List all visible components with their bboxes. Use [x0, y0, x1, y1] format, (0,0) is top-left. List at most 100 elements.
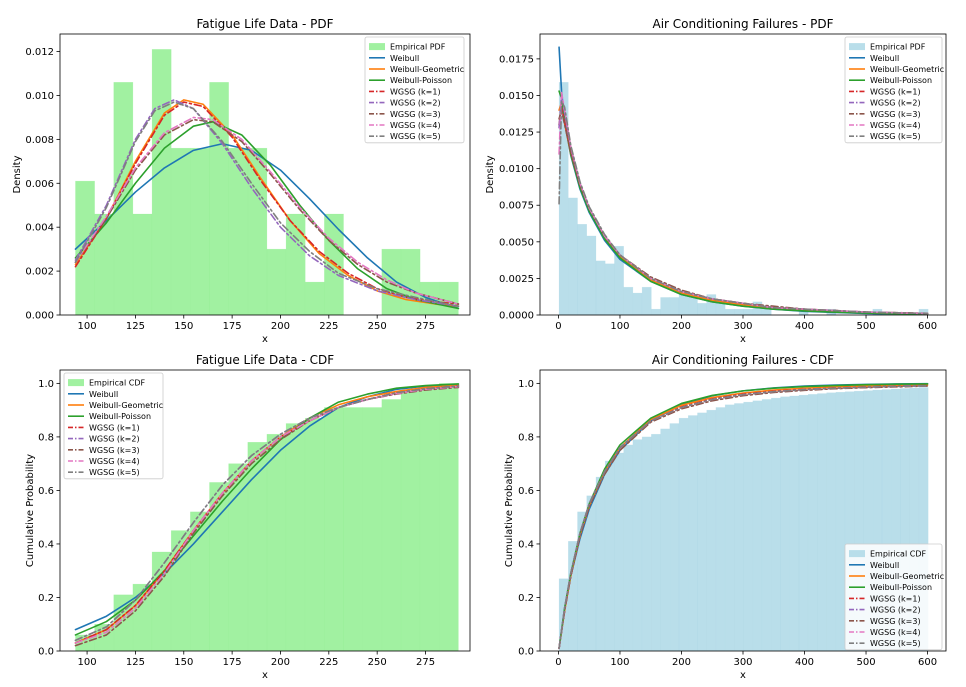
histogram-bar: [918, 387, 929, 651]
legend-label: WGSG (k=4): [870, 121, 921, 130]
histogram-bar: [266, 433, 287, 651]
legend-label: WGSG (k=3): [870, 617, 921, 626]
legend-label: WGSG (k=2): [870, 606, 921, 615]
histogram-bar: [614, 452, 624, 651]
x-tick-label: 250: [368, 657, 387, 668]
subplot-fatigue-pdf: 100 125 150 175 200 225 250 275 0.000 0.002 0.004 0…: [12, 17, 471, 345]
legend-label: Weibull-Geometric: [870, 572, 944, 581]
histogram-bar: [324, 407, 344, 651]
legend-swatch-bars: [369, 43, 385, 51]
legend-label: Weibull: [390, 54, 419, 63]
y-tick-label: 0.4: [38, 539, 54, 550]
legend-label: Empirical CDF: [89, 379, 145, 388]
histogram-bar: [439, 281, 459, 315]
histogram-bar: [697, 412, 707, 651]
series-lines: [74, 99, 460, 310]
legend-label: WGSG (k=3): [390, 110, 441, 119]
x-tick-label: 200: [672, 657, 691, 668]
histogram-bar: [660, 297, 671, 315]
y-tick-label: 0.010: [25, 91, 54, 102]
y-tick-label: 0.0125: [499, 128, 534, 139]
histogram-bar: [807, 394, 818, 651]
x-tick-label: 175: [223, 321, 242, 332]
y-tick-label: 0.0: [38, 647, 54, 658]
bar-group: [75, 383, 459, 651]
x-tick-label: 100: [78, 321, 97, 332]
x-tick-label: 500: [856, 657, 875, 668]
x-tick-label: 225: [319, 657, 338, 668]
y-tick-label: 0.0100: [499, 164, 534, 175]
histogram-bar: [400, 248, 421, 315]
y-tick-label: 0.6: [518, 486, 534, 497]
legend-label: WGSG (k=2): [390, 99, 441, 108]
histogram-bar: [706, 409, 717, 651]
legend-label: Weibull-Poisson: [870, 76, 932, 85]
x-tick-label: 150: [174, 657, 193, 668]
y-tick-label: 0.0000: [499, 311, 534, 322]
histogram-bar: [678, 417, 689, 651]
x-tick-label: 200: [672, 321, 691, 332]
histogram-bar: [632, 292, 643, 315]
histogram-bar: [789, 395, 800, 651]
legend-label: Empirical PDF: [390, 43, 446, 52]
histogram-bar: [697, 303, 707, 315]
histogram-bar: [734, 308, 744, 315]
histogram-bar: [715, 407, 726, 651]
series-line-wgsg-k-4: [74, 385, 460, 644]
x-tick-label: 100: [78, 657, 97, 668]
series-line-wgsg-k-2: [74, 99, 460, 308]
series-line-wgsg-k-4: [74, 116, 460, 305]
chart-title: Air Conditioning Failures - CDF: [652, 353, 834, 367]
histogram-bar: [568, 541, 578, 651]
histogram-bar: [604, 263, 615, 315]
histogram-bar: [641, 286, 652, 315]
histogram-bar: [304, 281, 325, 315]
x-tick-label: 100: [610, 321, 629, 332]
legend: Empirical PDF Weibull Weibull-Geometric Wei…: [844, 36, 944, 144]
legend-label: Weibull-Geometric: [89, 401, 163, 410]
y-tick-label: 0.0: [518, 647, 534, 658]
x-axis-label: x: [262, 334, 268, 345]
x-tick-label: 250: [368, 321, 387, 332]
histogram-bar: [678, 294, 689, 315]
histogram-bar: [798, 394, 809, 651]
legend-box: [844, 543, 943, 651]
x-tick-label: 275: [416, 321, 435, 332]
legend-label: Empirical CDF: [870, 550, 926, 559]
histogram-bar: [669, 297, 680, 315]
legend-label: Weibull-Geometric: [390, 65, 464, 74]
histogram-bar: [266, 248, 287, 315]
series-lines: [558, 46, 929, 315]
histogram-bar: [632, 439, 643, 651]
series-lines: [558, 382, 929, 650]
x-tick-label: 0: [555, 321, 561, 332]
histogram-bar: [641, 436, 652, 651]
y-axis-label: Density: [485, 155, 496, 193]
legend-label: Weibull: [89, 390, 118, 399]
x-tick-label: 600: [918, 321, 937, 332]
x-axis-label: x: [740, 334, 746, 345]
x-tick-label: 175: [223, 657, 242, 668]
legend-label: WGSG (k=4): [89, 457, 140, 466]
series-line-wgsg-k-5: [74, 385, 460, 642]
x-tick-label: 400: [795, 657, 814, 668]
bar-group: [558, 387, 929, 651]
histogram-bar: [381, 399, 402, 651]
legend: Empirical CDF Weibull Weibull-Geometric Wei…: [844, 543, 944, 651]
legend-label: WGSG (k=1): [870, 87, 921, 96]
histogram-bar: [595, 476, 606, 651]
y-axis-label: Cumulative Probability: [504, 454, 515, 567]
y-tick-label: 0.8: [38, 432, 54, 443]
x-tick-label: 225: [319, 321, 338, 332]
histogram-bar: [623, 444, 634, 651]
legend: Empirical CDF Weibull Weibull-Geometric Wei…: [63, 372, 164, 480]
legend-label: WGSG (k=3): [870, 110, 921, 119]
series-line-wgsg-k-3: [74, 118, 460, 305]
legend-label: Weibull: [870, 54, 899, 63]
legend-label: WGSG (k=1): [89, 423, 140, 432]
legend-label: WGSG (k=5): [89, 468, 140, 477]
y-tick-label: 0.0175: [499, 54, 534, 65]
histogram-bar: [669, 423, 680, 651]
chart-title: Fatigue Life Data - CDF: [196, 353, 334, 367]
